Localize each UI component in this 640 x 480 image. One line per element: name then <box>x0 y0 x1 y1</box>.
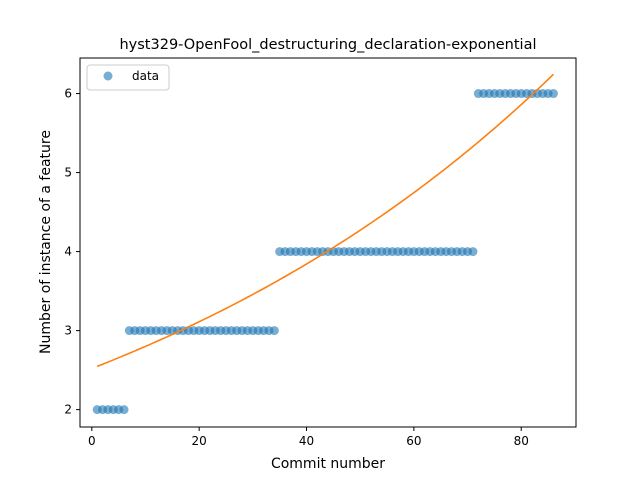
y-axis: 2 3 4 5 6 <box>64 87 80 417</box>
x-tick-label: 80 <box>514 434 529 448</box>
legend: data <box>86 64 170 91</box>
x-tick-label: 0 <box>88 434 96 448</box>
y-tick-label: 4 <box>64 245 72 259</box>
data-point <box>548 89 558 99</box>
plot-area <box>92 73 558 415</box>
legend-marker-data <box>103 71 113 81</box>
data-point <box>468 247 478 257</box>
plot-frame <box>79 57 577 428</box>
chart-title: hyst329-OpenFool_destructuring_declarati… <box>119 37 536 53</box>
fit-line <box>96 73 555 368</box>
x-tick-label: 60 <box>406 434 421 448</box>
x-axis: 0 20 40 60 80 <box>88 427 529 448</box>
legend-box <box>86 64 170 91</box>
legend-label-data: data <box>132 69 159 83</box>
x-tick-label: 40 <box>299 434 314 448</box>
y-tick-label: 2 <box>64 403 72 417</box>
x-axis-label: Commit number <box>271 456 385 472</box>
y-tick-label: 3 <box>64 324 72 338</box>
y-tick-label: 6 <box>64 87 72 101</box>
x-tick-label: 20 <box>192 434 207 448</box>
data-point <box>119 405 129 415</box>
y-tick-label: 5 <box>64 166 72 180</box>
y-axis-label: Number of instance of a feature <box>38 130 54 354</box>
data-point <box>269 326 279 336</box>
